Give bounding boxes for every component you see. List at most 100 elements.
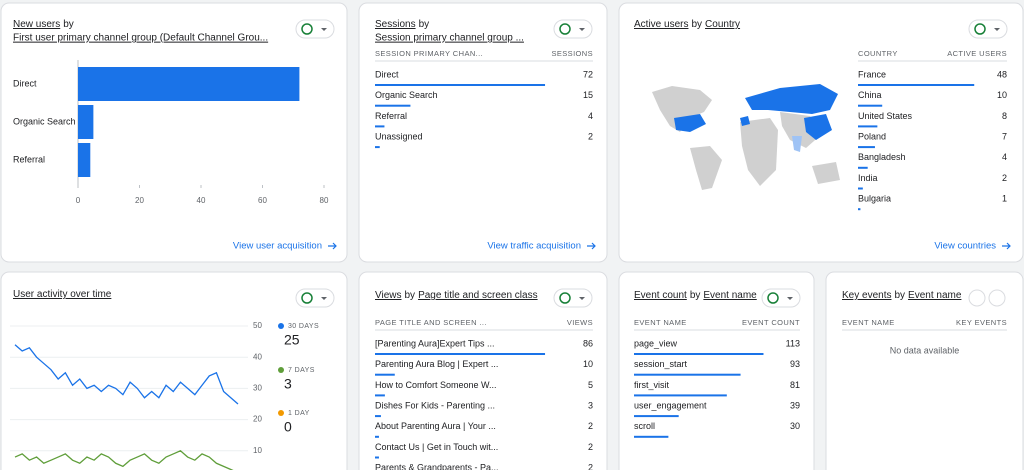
title-dimension: Event name [703, 290, 757, 301]
icon-button[interactable] [968, 289, 986, 307]
row-value: 10 [583, 359, 593, 369]
arrow-icon [587, 242, 596, 250]
row-label: first_visit [634, 380, 670, 390]
row-value: 10 [997, 90, 1007, 100]
card [618, 271, 815, 470]
card-title: User activity over time [13, 289, 112, 300]
table-header: SESSIONS [551, 49, 593, 58]
row-value: 2 [588, 442, 593, 452]
map-region [652, 86, 712, 132]
row-value: 48 [997, 69, 1007, 79]
card-title: Views by Page title and screen class [375, 290, 538, 301]
bar [78, 67, 300, 101]
row-value: 3 [588, 400, 593, 410]
table-header: EVENT NAME [842, 318, 895, 327]
title-metric: Sessions [375, 19, 416, 30]
row-label: Direct [375, 69, 399, 79]
legend-label: 7 DAYS [288, 367, 315, 374]
map-region [812, 162, 840, 184]
row-bar [375, 353, 546, 355]
row-bar [858, 208, 861, 211]
y-tick-label: 50 [253, 321, 262, 330]
caret-icon [579, 28, 585, 31]
legend-label: 1 DAY [288, 410, 310, 417]
row-bar [634, 415, 679, 418]
legend-dot [278, 323, 284, 329]
card-title: Active users by Country [634, 19, 740, 30]
row-bar [375, 435, 379, 438]
caret-icon [321, 28, 327, 31]
row-value: 113 [786, 338, 800, 348]
title-dimension: Country [705, 19, 740, 30]
row-bar [634, 435, 669, 438]
map-region [804, 114, 832, 140]
map-region [740, 116, 750, 126]
row-value: 15 [583, 90, 593, 100]
row-bar [858, 146, 875, 149]
row-value: 2 [588, 463, 593, 470]
legend-value: 0 [284, 419, 292, 435]
row-label: About Parenting Aura | Your ... [375, 421, 496, 431]
legend-value: 3 [284, 376, 292, 392]
caret-icon [994, 28, 1000, 31]
row-bar [858, 84, 975, 86]
title-by: by [690, 290, 701, 301]
title-metric: Active users [634, 19, 688, 30]
row-value: 4 [1002, 152, 1007, 162]
row-bar [858, 125, 878, 128]
row-label: Parents & Grandparents - Pa... [375, 463, 499, 470]
map-region [674, 114, 706, 132]
empty-message: No data available [890, 345, 960, 355]
view-link[interactable]: View user acquisition [233, 241, 322, 252]
row-label: France [858, 69, 886, 79]
card [358, 271, 608, 470]
caret-icon [579, 297, 585, 300]
x-tick-label: 60 [258, 196, 267, 205]
card-title: Sessions by [375, 19, 429, 30]
table-header: COUNTRY [858, 49, 898, 58]
legend-value: 25 [284, 332, 300, 348]
row-label: Contact Us | Get in Touch wit... [375, 442, 498, 452]
title-by: by [63, 19, 74, 30]
bar [78, 105, 94, 139]
map-region [740, 118, 778, 186]
row-bar [634, 353, 764, 355]
check-icon [974, 23, 986, 35]
row-bar [375, 104, 411, 107]
row-bar [858, 166, 868, 169]
row-value: 39 [790, 400, 800, 410]
row-value: 2 [588, 131, 593, 141]
row-label: Dishes For Kids - Parenting ... [375, 400, 495, 410]
view-link[interactable]: View countries [934, 241, 996, 252]
category-label: Direct [13, 78, 37, 88]
row-label: Referral [375, 111, 407, 121]
title-dimension: Page title and screen class [418, 290, 538, 301]
title-metric: User activity over time [13, 289, 112, 300]
y-tick-label: 20 [253, 415, 262, 424]
map-region [690, 146, 722, 190]
title-by: by [691, 19, 702, 30]
series-line [14, 450, 234, 470]
row-label: Organic Search [375, 90, 438, 100]
row-value: 81 [790, 380, 800, 390]
table-header: KEY EVENTS [956, 318, 1007, 327]
row-bar [634, 373, 741, 376]
row-label: India [858, 173, 878, 183]
card [0, 271, 348, 470]
check-icon [301, 292, 313, 304]
row-label: How to Comfort Someone W... [375, 380, 497, 390]
row-value: 2 [1002, 173, 1007, 183]
icon-button[interactable] [988, 289, 1006, 307]
title-metric: New users [13, 19, 60, 30]
row-bar [375, 456, 379, 459]
title-by: by [405, 290, 416, 301]
y-tick-label: 10 [253, 446, 262, 455]
arrow-icon [1002, 242, 1011, 250]
row-value: 72 [583, 69, 593, 79]
view-link[interactable]: View traffic acquisition [487, 241, 581, 252]
row-label: page_view [634, 338, 678, 348]
title-metric: Views [375, 290, 402, 301]
row-bar [375, 125, 385, 128]
check-icon [559, 23, 571, 35]
legend-label: 30 DAYS [288, 323, 319, 330]
